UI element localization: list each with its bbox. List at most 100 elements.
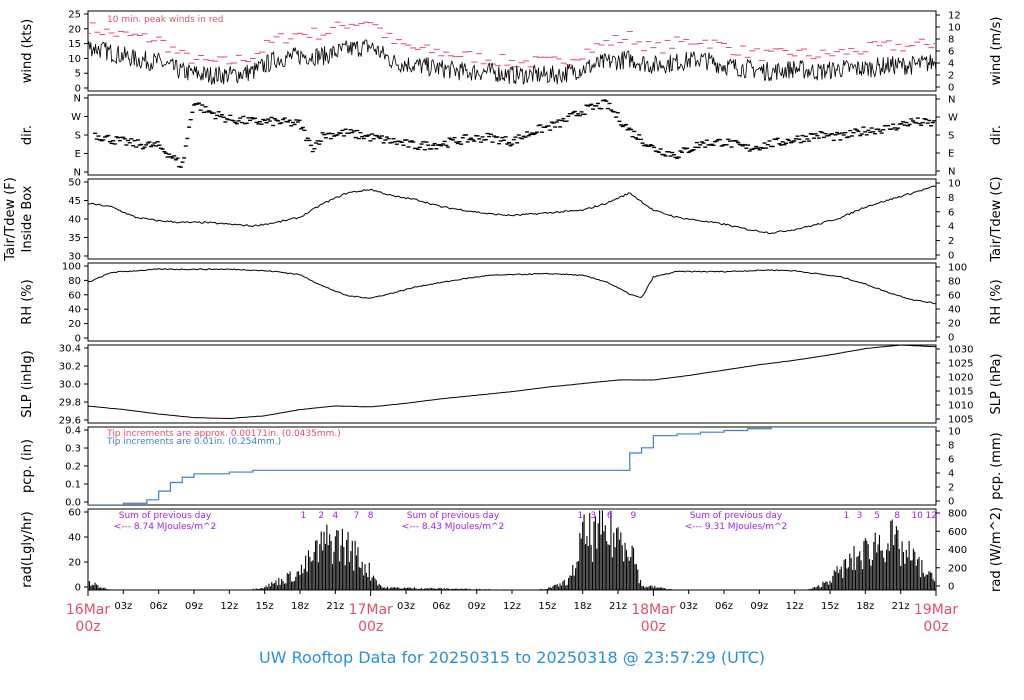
radiation-annotation-line1: Sum of previous day: [690, 511, 783, 521]
humidity-right-tick-label: 100: [948, 263, 967, 274]
temperature-plot-area: [88, 185, 936, 235]
wind-left-tick-label: 0: [75, 84, 81, 95]
wind-right-tick-label: 4: [948, 59, 954, 70]
x-date-time-label: 00z: [923, 619, 948, 635]
radiation-plot-area: [88, 509, 936, 590]
pressure-right-tick-label: 1005: [948, 415, 973, 426]
direction-right-tick-label: N: [948, 95, 955, 106]
x-date-label: 17Mar: [349, 602, 393, 618]
footer-prefix: UW Rooftop Data for: [258, 648, 424, 667]
wind-speed-series: [88, 39, 936, 85]
radiation-hour-mark: 1: [301, 511, 307, 521]
direction-right-tick-label: N: [948, 167, 955, 178]
wind-left-tick-label: 20: [68, 24, 81, 35]
precip-note-2: Tip increments are 0.01in. (0.254mm.): [106, 437, 281, 447]
x-tick-label: 03z: [397, 601, 415, 612]
radiation-left-tick-label: 20: [68, 558, 81, 569]
wind-right-tick-label: 2: [948, 71, 954, 82]
temperature-ylabel-right: Tair/Tdew (C): [989, 176, 1004, 262]
pressure-frame: [87, 344, 937, 424]
wind-left-tick-label: 10: [68, 54, 81, 65]
x-tick-label: 12z: [503, 601, 521, 612]
x-tick-label: 21z: [892, 601, 910, 612]
wind-plot-area: [88, 21, 936, 85]
humidity-right-tick-label: 60: [948, 291, 961, 302]
precipitation-right-tick-label: 6: [948, 455, 954, 466]
precipitation-ylabel-left: pcp. (in): [20, 439, 35, 493]
humidity-plot-area: [88, 268, 936, 305]
pressure-left-tick-label: 30.4: [59, 344, 81, 355]
precipitation-right-tick-label: 2: [948, 483, 954, 494]
direction-ylabel-left: dir.: [20, 125, 35, 145]
radiation-hour-mark: 2: [318, 511, 324, 521]
direction-left-tick-label: N: [74, 94, 81, 105]
pressure-ylabel-left: SLP (inHg): [20, 350, 35, 418]
radiation-right-tick-label: 200: [948, 563, 967, 574]
x-tick-label: 06z: [150, 601, 168, 612]
humidity-ylabel-right: RH (%): [989, 279, 1004, 324]
radiation-hour-mark: 8: [894, 511, 900, 521]
precipitation-right-tick-label: 10: [948, 427, 961, 438]
x-tick-label: 21z: [326, 601, 344, 612]
x-date-time-label: 00z: [75, 619, 100, 635]
temperature-frame: [87, 178, 937, 260]
x-tick-label: 03z: [680, 601, 698, 612]
humidity-left-tick-label: 80: [68, 276, 81, 287]
precipitation-left-tick-label: 0.0: [65, 498, 81, 509]
pressure-right-tick-label: 1020: [948, 373, 973, 384]
x-tick-label: 18z: [856, 601, 874, 612]
temperature-right-tick-label: 4: [948, 222, 954, 233]
direction-right-tick-label: S: [948, 131, 954, 142]
radiation-right-tick-label: 400: [948, 545, 967, 556]
panel-precipitation: 0.4 0.3 0.2 0.1 0.0 10 8 6 4 2 0 pcp. (in) pcp. (mm)…: [20, 426, 1004, 509]
x-date-label: 19Mar: [914, 602, 958, 618]
wind-right-tick-label: 6: [948, 47, 954, 58]
radiation-hour-mark: 1: [577, 511, 583, 521]
humidity-left-tick-label: 40: [68, 305, 81, 316]
x-tick-label: 15z: [256, 601, 274, 612]
radiation-annotation-line2: <--- 8.43 MJoules/m^2: [402, 522, 504, 532]
humidity-left-tick-label: 60: [68, 290, 81, 301]
direction-ylabel-right: dir.: [989, 125, 1004, 145]
x-tick-label: 03z: [114, 601, 132, 612]
temperature-series: [88, 185, 936, 235]
humidity-left-tick-label: 20: [68, 319, 81, 330]
wind-ylabel-left: wind (kts): [20, 19, 35, 83]
radiation-hour-mark: 12: [926, 511, 937, 521]
pressure-left-tick-label: 30.0: [59, 380, 81, 391]
radiation-ylabel-left: rad(Lgly/hr): [20, 511, 35, 587]
x-tick-label: 09z: [185, 601, 203, 612]
direction-left-tick-label: W: [71, 112, 81, 123]
temperature-left-tick-label: 50: [68, 178, 81, 189]
pressure-left-tick-label: 29.6: [59, 416, 81, 427]
precipitation-ylabel-right: pcp. (mm): [989, 432, 1004, 499]
panel-pressure: 30.4 30.2 30.0 29.8 29.6 1030 1025 1020 1015 1010…: [20, 344, 1004, 427]
direction-plot-area: [88, 99, 936, 168]
x-tick-label: 06z: [715, 601, 733, 612]
wind-left-tick-label: 15: [68, 39, 81, 50]
panel-humidity: 100 80 60 40 20 0 100 80 60 40 20 0 RH (%) RH (%): [20, 262, 1004, 345]
x-tick-label: 09z: [468, 601, 486, 612]
humidity-left-tick-label: 100: [62, 262, 81, 273]
temperature-right-tick-label: 2: [948, 236, 954, 247]
temperature-ylabel-left: Tair/Tdew (F): [3, 177, 18, 262]
x-tick-label: 21z: [609, 601, 627, 612]
direction-left-tick-label: N: [74, 168, 81, 179]
x-tick-label: 12z: [220, 601, 238, 612]
radiation-hour-mark: 8: [368, 511, 374, 521]
footer-tz: (UTC): [720, 648, 766, 667]
x-tick-label: 18z: [574, 601, 592, 612]
x-tick-label: 15z: [821, 601, 839, 612]
radiation-hour-mark: 3: [590, 511, 596, 521]
radiation-right-tick-label: 600: [948, 527, 967, 538]
radiation-right-tick-label: 0: [948, 582, 954, 593]
x-date-label: 18Mar: [631, 602, 675, 618]
radiation-left-tick-label: 60: [68, 508, 81, 519]
humidity-right-tick-label: 40: [948, 305, 961, 316]
wind-left-tick-label: 25: [68, 10, 81, 21]
direction-left-tick-label: E: [75, 149, 81, 160]
humidity-ylabel-left: RH (%): [20, 279, 35, 324]
x-tick-label: 18z: [291, 601, 309, 612]
